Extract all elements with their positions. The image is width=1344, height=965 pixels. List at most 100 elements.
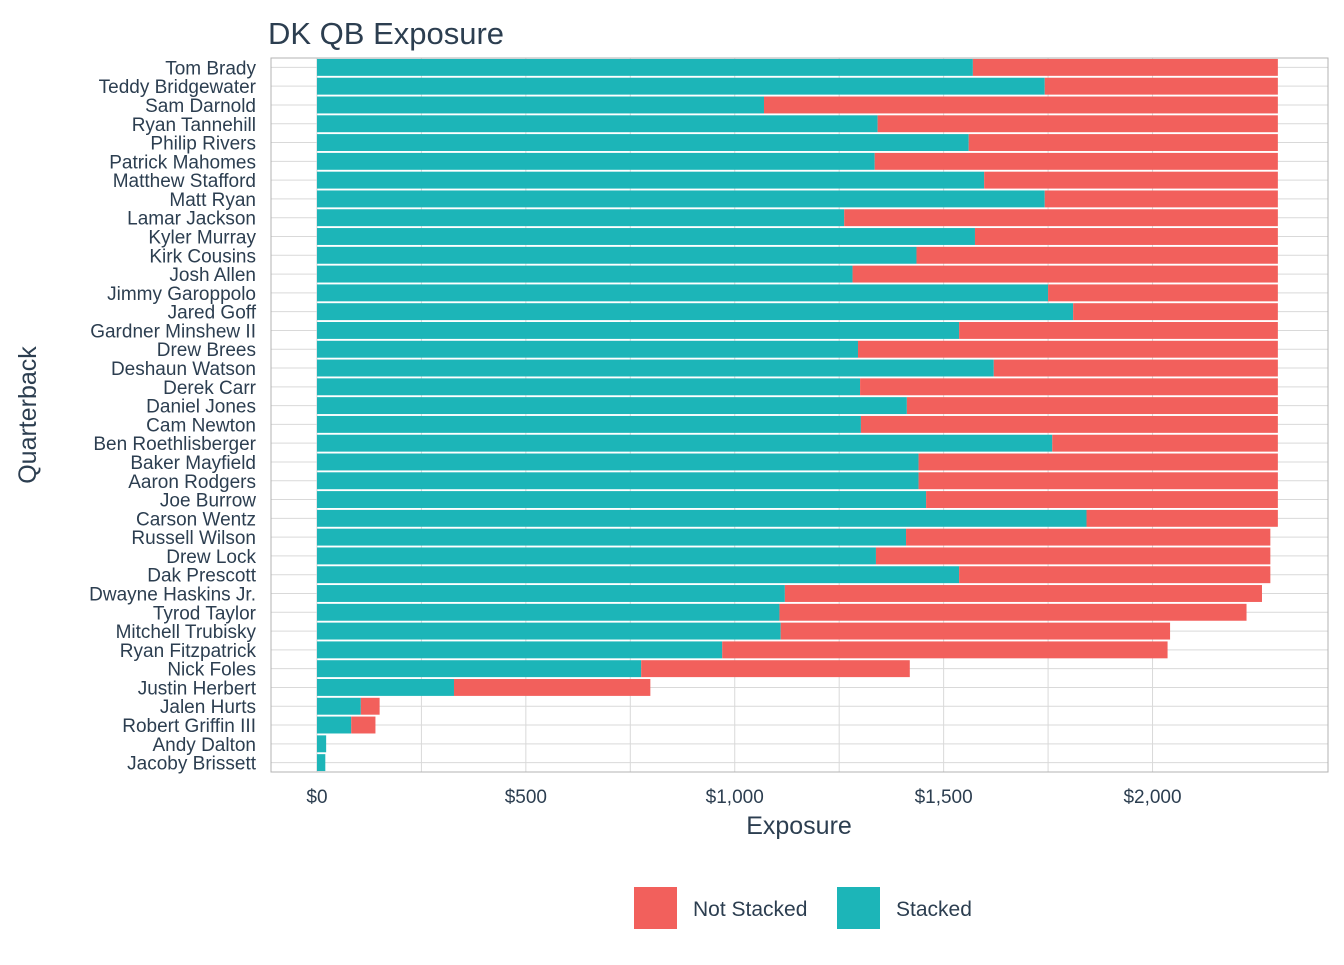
bar-not-stacked-aaron-rodgers bbox=[918, 472, 1278, 490]
y-tick-label: Drew Brees bbox=[157, 340, 256, 361]
bar-stacked-drew-lock bbox=[316, 547, 876, 565]
y-tick-label: Carson Wentz bbox=[136, 509, 256, 530]
y-tick-label: Tyrod Taylor bbox=[153, 603, 257, 624]
bar-stacked-teddy-bridgewater bbox=[316, 77, 1045, 95]
bar-stacked-matt-ryan bbox=[316, 190, 1045, 208]
legend-label-not-stacked: Not Stacked bbox=[693, 898, 807, 921]
y-tick-label: Matt Ryan bbox=[169, 190, 256, 211]
bar-stacked-jacoby-brissett bbox=[316, 754, 326, 772]
y-tick-label: Josh Allen bbox=[169, 265, 256, 286]
x-tick-label: $0 bbox=[306, 787, 327, 808]
bar-stacked-matthew-stafford bbox=[316, 171, 985, 189]
bar-stacked-lamar-jackson bbox=[316, 209, 845, 227]
y-tick-label: Mitchell Trubisky bbox=[116, 622, 257, 643]
bar-stacked-kirk-cousins bbox=[316, 246, 917, 264]
y-tick-label: Robert Griffin III bbox=[122, 716, 256, 737]
y-tick-label: Derek Carr bbox=[163, 378, 257, 399]
bar-stacked-josh-allen bbox=[316, 265, 853, 283]
y-tick-label: Jacoby Brissett bbox=[127, 754, 257, 775]
y-tick-label: Andy Dalton bbox=[152, 735, 256, 756]
panel-border bbox=[270, 57, 1329, 773]
y-tick-label: Aaron Rodgers bbox=[128, 472, 256, 493]
bar-not-stacked-cam-newton bbox=[860, 415, 1278, 433]
bar-not-stacked-carson-wentz bbox=[1086, 509, 1278, 527]
bar-stacked-jalen-hurts bbox=[316, 697, 361, 715]
bar-not-stacked-ryan-fitzpatrick bbox=[722, 641, 1168, 659]
y-tick-label: Daniel Jones bbox=[146, 397, 256, 418]
y-tick-label: Teddy Bridgewater bbox=[99, 77, 257, 98]
bar-stacked-derek-carr bbox=[316, 378, 861, 396]
bar-not-stacked-patrick-mahomes bbox=[874, 152, 1278, 170]
bar-not-stacked-tyrod-taylor bbox=[779, 603, 1247, 621]
bar-not-stacked-lamar-jackson bbox=[844, 209, 1278, 227]
y-tick-label: Joe Burrow bbox=[160, 491, 256, 512]
bar-stacked-gardner-minshew-ii bbox=[316, 321, 960, 339]
bar-stacked-russell-wilson bbox=[316, 528, 907, 546]
y-tick-label: Patrick Mahomes bbox=[109, 152, 256, 173]
y-tick-label: Philip Rivers bbox=[150, 134, 256, 155]
y-tick-label: Jimmy Garoppolo bbox=[107, 284, 256, 305]
y-tick-label: Sam Darnold bbox=[145, 96, 256, 117]
bar-stacked-justin-herbert bbox=[316, 678, 454, 696]
bar-not-stacked-deshaun-watson bbox=[993, 359, 1278, 377]
legend-swatch-not-stacked bbox=[634, 887, 677, 929]
bar-not-stacked-drew-brees bbox=[857, 340, 1278, 358]
bar-not-stacked-gardner-minshew-ii bbox=[959, 321, 1278, 339]
bar-stacked-tyrod-taylor bbox=[316, 603, 780, 621]
bar-not-stacked-ryan-tannehill bbox=[877, 115, 1278, 133]
bar-not-stacked-josh-allen bbox=[852, 265, 1278, 283]
y-tick-label: Gardner Minshew II bbox=[90, 321, 256, 342]
bar-not-stacked-tom-brady bbox=[972, 58, 1278, 76]
y-tick-label: Cam Newton bbox=[146, 415, 256, 436]
bar-stacked-robert-griffin-iii bbox=[316, 716, 352, 734]
y-axis-title: Quarterback bbox=[14, 346, 42, 484]
legend-swatch-stacked bbox=[837, 887, 880, 929]
bar-not-stacked-derek-carr bbox=[860, 378, 1278, 396]
bar-stacked-patrick-mahomes bbox=[316, 152, 875, 170]
bar-stacked-deshaun-watson bbox=[316, 359, 994, 377]
y-tick-label: Dak Prescott bbox=[147, 566, 256, 587]
y-tick-label: Drew Lock bbox=[166, 547, 256, 568]
y-tick-label: Dwayne Haskins Jr. bbox=[89, 585, 256, 606]
bar-not-stacked-nick-foles bbox=[641, 660, 910, 678]
bar-not-stacked-matthew-stafford bbox=[984, 171, 1278, 189]
y-tick-label: Jalen Hurts bbox=[160, 697, 256, 718]
bar-stacked-kyler-murray bbox=[316, 228, 975, 245]
bar-not-stacked-matt-ryan bbox=[1044, 190, 1278, 208]
bar-not-stacked-mitchell-trubisky bbox=[780, 622, 1171, 640]
bar-stacked-drew-brees bbox=[316, 340, 858, 358]
bar-not-stacked-jared-goff bbox=[1073, 303, 1278, 321]
y-tick-label: Ryan Fitzpatrick bbox=[120, 641, 257, 662]
x-tick-label: $1,000 bbox=[706, 787, 764, 808]
bar-not-stacked-jalen-hurts bbox=[360, 697, 380, 715]
bar-not-stacked-ben-roethlisberger bbox=[1052, 434, 1278, 452]
bar-stacked-carson-wentz bbox=[316, 509, 1087, 527]
bar-stacked-joe-burrow bbox=[316, 491, 927, 509]
y-tick-label: Jared Goff bbox=[168, 303, 257, 324]
bar-stacked-daniel-jones bbox=[316, 397, 907, 415]
legend-label-stacked: Stacked bbox=[896, 898, 972, 921]
y-tick-label: Kirk Cousins bbox=[149, 246, 256, 267]
bar-not-stacked-dwayne-haskins-jr bbox=[784, 585, 1262, 602]
bar-not-stacked-teddy-bridgewater bbox=[1044, 77, 1278, 95]
y-tick-label: Deshaun Watson bbox=[111, 359, 256, 380]
bar-not-stacked-kirk-cousins bbox=[916, 246, 1278, 264]
y-tick-label: Ryan Tannehill bbox=[132, 115, 256, 136]
y-tick-label: Baker Mayfield bbox=[130, 453, 256, 474]
bar-not-stacked-philip-rivers bbox=[968, 134, 1278, 152]
bar-stacked-ryan-tannehill bbox=[316, 115, 878, 133]
y-tick-label: Nick Foles bbox=[167, 660, 256, 681]
bar-not-stacked-dak-prescott bbox=[959, 566, 1271, 584]
bar-stacked-mitchell-trubisky bbox=[316, 622, 781, 640]
x-tick-label: $500 bbox=[505, 787, 547, 808]
bar-stacked-tom-brady bbox=[316, 58, 973, 76]
bar-not-stacked-robert-griffin-iii bbox=[351, 716, 376, 734]
bar-stacked-nick-foles bbox=[316, 660, 642, 678]
bar-not-stacked-kyler-murray bbox=[974, 228, 1278, 245]
bar-not-stacked-justin-herbert bbox=[453, 678, 651, 696]
y-tick-label: Tom Brady bbox=[165, 58, 256, 79]
y-tick-label: Ben Roethlisberger bbox=[93, 434, 256, 455]
bar-not-stacked-russell-wilson bbox=[906, 528, 1271, 546]
